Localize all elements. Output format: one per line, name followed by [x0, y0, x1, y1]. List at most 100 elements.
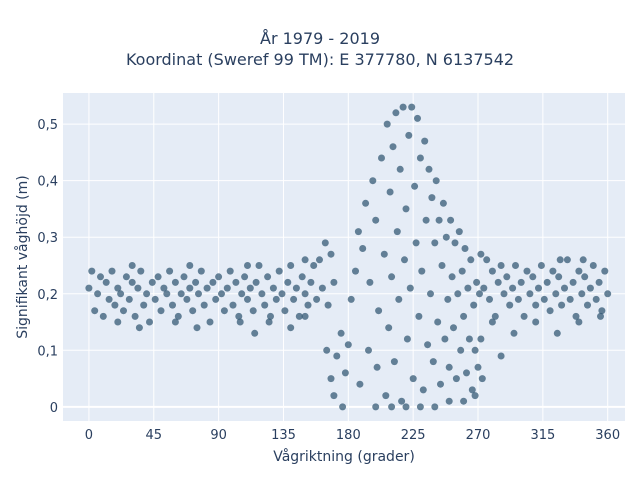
data-point	[327, 250, 335, 258]
data-point	[467, 256, 475, 264]
data-point	[412, 239, 420, 247]
data-point	[151, 295, 159, 303]
data-point	[604, 290, 612, 298]
data-point	[359, 245, 367, 252]
data-point	[483, 256, 491, 264]
data-point	[120, 307, 127, 315]
data-point	[310, 262, 318, 269]
data-point	[566, 295, 574, 303]
data-point	[389, 143, 397, 151]
data-point	[509, 284, 517, 292]
data-point	[476, 290, 483, 298]
data-point	[471, 346, 479, 354]
data-point	[192, 278, 200, 286]
x-tick-label: 45	[146, 428, 163, 443]
data-point	[323, 346, 331, 354]
data-point	[572, 312, 580, 320]
data-point	[457, 346, 465, 354]
data-point	[396, 165, 404, 173]
data-point	[473, 278, 481, 286]
data-point	[372, 216, 380, 224]
data-point	[235, 312, 243, 320]
data-point	[425, 165, 433, 173]
data-point	[428, 194, 436, 202]
data-point	[369, 177, 377, 185]
data-point	[275, 267, 283, 275]
data-point	[497, 352, 505, 360]
data-point	[180, 273, 188, 281]
data-point	[405, 131, 413, 139]
data-point	[333, 352, 341, 360]
data-point	[236, 318, 244, 326]
data-point	[102, 278, 110, 286]
data-point	[193, 324, 201, 332]
y-axis-ticks: 0 0,1 0,2 0,3 0,4 0,5	[37, 118, 58, 416]
data-point	[169, 301, 176, 309]
data-point	[437, 380, 444, 388]
data-point	[94, 290, 102, 298]
data-point	[304, 301, 312, 309]
data-point	[598, 307, 606, 315]
data-point	[494, 278, 502, 286]
data-point	[549, 267, 557, 275]
data-point	[445, 397, 453, 405]
data-point	[529, 273, 537, 281]
data-point	[197, 267, 205, 275]
data-point	[418, 267, 426, 275]
data-point	[117, 290, 125, 298]
data-point	[575, 318, 583, 326]
data-point	[579, 256, 587, 264]
data-point	[261, 301, 269, 309]
data-point	[427, 290, 434, 298]
data-point	[416, 403, 424, 411]
data-point	[595, 278, 603, 286]
data-point	[455, 228, 463, 236]
data-point	[218, 290, 225, 298]
data-point	[434, 318, 442, 326]
data-point	[220, 307, 228, 315]
data-point	[108, 267, 116, 275]
data-point	[432, 177, 440, 185]
data-point	[408, 103, 416, 111]
data-point	[555, 273, 563, 281]
data-point	[122, 273, 130, 281]
data-point	[238, 290, 246, 298]
data-point	[339, 403, 347, 411]
x-axis-ticks: 0 45 90 135 180 225 270 315 360	[85, 428, 620, 443]
data-point	[441, 335, 449, 343]
data-point	[258, 290, 266, 298]
data-point	[517, 278, 525, 286]
data-point	[229, 301, 237, 309]
data-point	[330, 392, 338, 400]
data-point	[114, 284, 122, 292]
data-point	[137, 267, 145, 275]
data-point	[206, 318, 214, 326]
data-point	[578, 290, 586, 298]
data-point	[491, 312, 499, 320]
x-tick-label: 225	[401, 428, 426, 443]
x-tick-label: 135	[271, 428, 296, 443]
data-point	[278, 290, 286, 298]
data-point	[532, 301, 540, 309]
data-point	[435, 216, 443, 224]
data-point	[200, 301, 208, 309]
data-point	[341, 369, 349, 377]
data-point	[318, 284, 326, 292]
data-point	[452, 375, 460, 383]
data-point	[581, 273, 589, 281]
data-point	[393, 228, 401, 236]
data-point	[295, 312, 303, 320]
data-point	[226, 267, 234, 275]
data-point	[186, 262, 194, 269]
data-point	[366, 278, 374, 286]
chart-title-line-1: År 1979 - 2019	[260, 29, 380, 48]
data-point	[526, 290, 534, 298]
data-point	[189, 307, 197, 315]
x-tick-label: 270	[466, 428, 491, 443]
data-point	[552, 290, 560, 298]
data-point	[281, 307, 289, 315]
data-point	[584, 301, 591, 309]
data-point	[177, 290, 185, 298]
data-point	[461, 245, 469, 252]
